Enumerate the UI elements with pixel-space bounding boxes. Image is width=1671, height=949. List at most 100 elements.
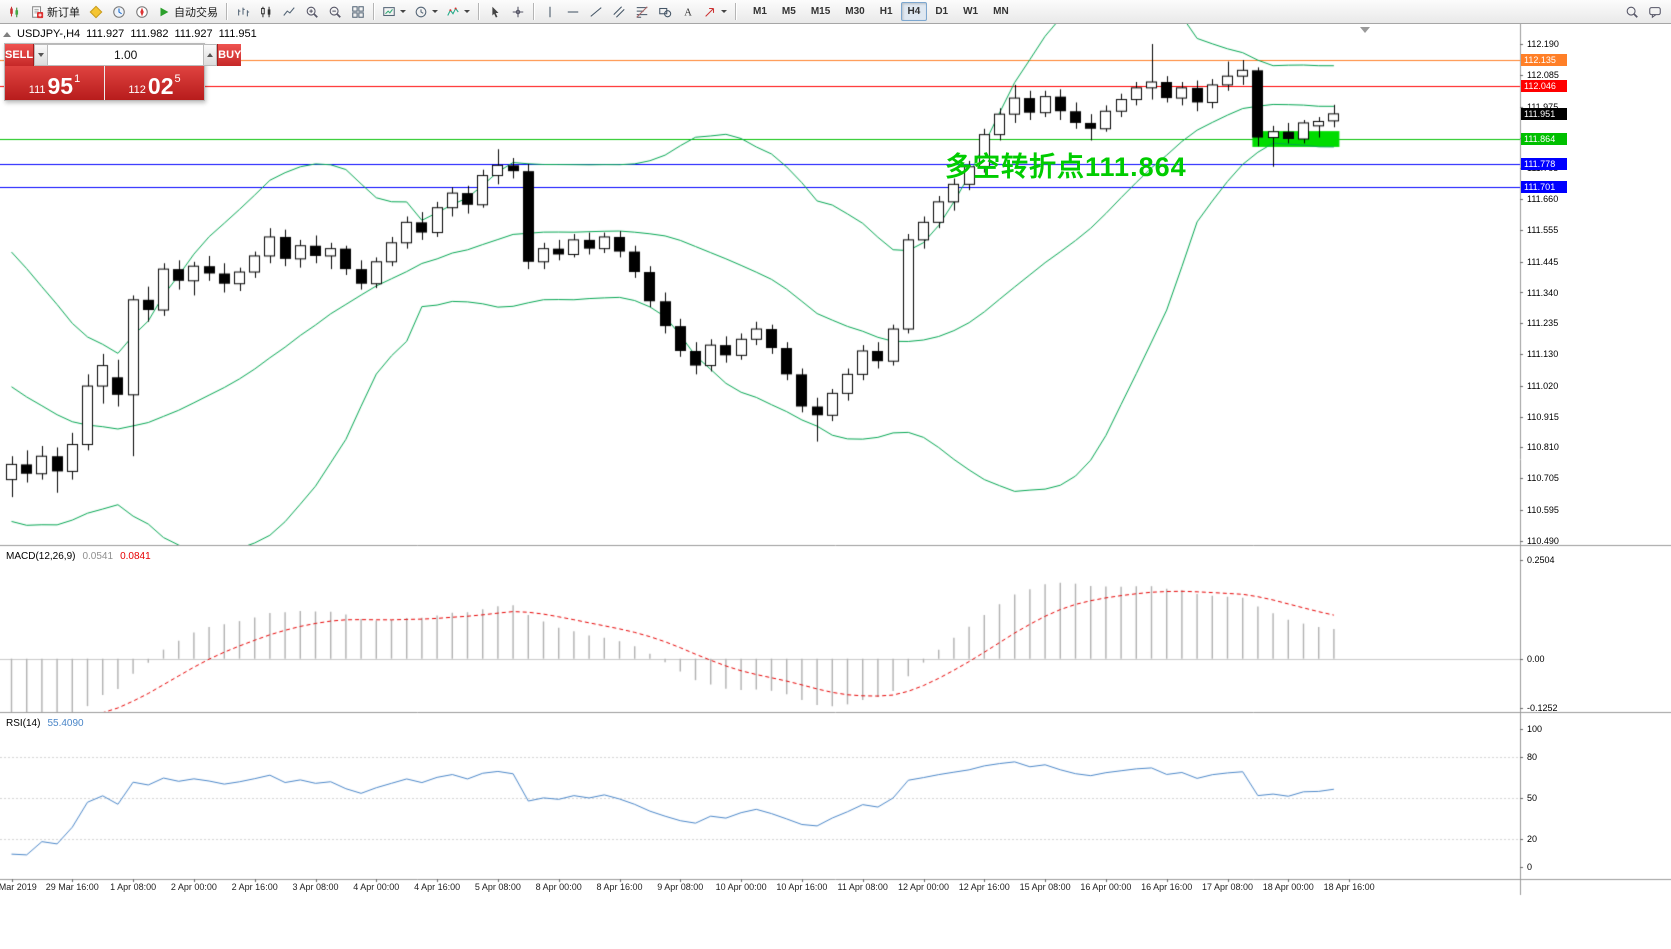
candlestick-mode[interactable] — [254, 1, 277, 22]
price-tick-label: 111.555 — [1527, 224, 1559, 235]
bar-chart-mode[interactable] — [231, 1, 254, 22]
symbol-timeframe-label: USDJPY-,H4 — [17, 28, 81, 40]
vertical-line-tool[interactable] — [538, 1, 561, 22]
time-tick-label: 12 Apr 00:00 — [897, 882, 950, 892]
bid-price-display[interactable]: 111 95 1 — [5, 66, 104, 100]
line-chart-mode[interactable] — [277, 1, 300, 22]
auto-trading[interactable]: 自动交易 — [153, 1, 222, 22]
clock-icon — [414, 5, 428, 19]
rsi-indicator-label: RSI(14) 55.4090 — [6, 718, 84, 729]
time-tick-label: 4 Apr 16:00 — [414, 882, 461, 892]
time-axis[interactable]: 29 Mar 2019 29 Mar 16:00 1 Apr 08:00 2 Apr … — [0, 880, 1520, 895]
tile-windows[interactable] — [346, 1, 369, 22]
trendline-tool[interactable] — [584, 1, 607, 22]
chart-annotation-text: 多空转折点111.864 — [945, 152, 1187, 182]
time-tick-label: 10 Apr 16:00 — [776, 882, 828, 892]
chart-shift-icon[interactable] — [1360, 27, 1370, 33]
time-tick-label: 11 Apr 08:00 — [837, 882, 888, 892]
volume-decrease-button[interactable] — [34, 45, 49, 65]
new-chart[interactable] — [3, 1, 26, 22]
bid-price-pip: 1 — [74, 73, 81, 85]
toolbar-separator — [478, 3, 479, 20]
text-tool[interactable]: A — [676, 1, 699, 22]
price-axis[interactable]: 112.190112.085111.975111.870111.765111.6… — [1520, 24, 1671, 895]
price-level-badge-111.701: 111.701 — [1521, 180, 1567, 193]
timeframe-m30[interactable]: M30 — [838, 2, 871, 21]
price-tick-label: 110.595 — [1527, 505, 1559, 516]
navigator-icon — [135, 5, 149, 19]
ask-price-display[interactable]: 112 02 5 — [105, 66, 204, 100]
ask-price-pip: 5 — [174, 73, 181, 85]
candles-icon — [259, 5, 273, 19]
toolbar-separator — [373, 3, 374, 20]
dropdown-arrow-icon — [464, 10, 470, 13]
new-order[interactable]: 新订单 — [26, 1, 84, 22]
time-tick-label: 4 Apr 00:00 — [353, 882, 400, 892]
ohlc-open: 111.927 — [86, 28, 125, 40]
toolbar-separator — [226, 3, 227, 20]
volume-input[interactable] — [48, 45, 204, 65]
fibonacci-tool[interactable] — [630, 1, 653, 22]
price-tick-label: 110.810 — [1527, 442, 1559, 453]
price-tick-label: 110.705 — [1527, 473, 1559, 484]
shapes-tool[interactable] — [653, 1, 676, 22]
market-watch[interactable] — [107, 1, 130, 22]
price-level-badge-111.778: 111.778 — [1521, 158, 1567, 171]
indicators-menu[interactable] — [442, 1, 474, 22]
one-click-collapse-icon[interactable] — [3, 31, 11, 37]
timeframe-m15[interactable]: M15 — [804, 2, 837, 21]
price-level-badge-111.864: 111.864 — [1521, 133, 1567, 146]
search[interactable] — [1620, 1, 1643, 22]
time-tick-label: 3 Apr 08:00 — [292, 882, 339, 892]
zoomout-icon — [328, 5, 342, 19]
buy-button[interactable]: BUY — [217, 44, 242, 66]
zoom-out[interactable] — [323, 1, 346, 22]
cursor-tool[interactable] — [483, 1, 506, 22]
time-tick-label: 18 Apr 00:00 — [1262, 882, 1314, 892]
metaeditor-icon — [89, 5, 103, 19]
neworder-icon — [30, 5, 44, 19]
time-tick-label: 12 Apr 16:00 — [958, 882, 1010, 892]
bars-icon — [236, 5, 250, 19]
time-tick-label: 8 Apr 00:00 — [535, 882, 582, 892]
timeframe-w1[interactable]: W1 — [956, 2, 985, 21]
linechart-icon — [282, 5, 296, 19]
price-tick-label: 111.660 — [1527, 193, 1559, 204]
price-level-badge-111.951: 111.951 — [1521, 107, 1567, 120]
indicator-icon — [446, 5, 460, 19]
timeframe-m1[interactable]: M1 — [746, 2, 774, 21]
autotrading-icon — [157, 5, 171, 19]
price-tick-label: 111.235 — [1527, 318, 1559, 329]
sell-button[interactable]: SELL — [5, 44, 35, 66]
dropdown-arrow-icon — [721, 10, 727, 13]
periodicity[interactable] — [410, 1, 442, 22]
metaeditor[interactable] — [84, 1, 107, 22]
hline-icon — [566, 5, 580, 19]
horizontal-line-tool[interactable] — [561, 1, 584, 22]
community-chat[interactable] — [1643, 1, 1666, 22]
crosshair-tool[interactable] — [506, 1, 529, 22]
arrows-tool[interactable] — [699, 1, 731, 22]
price-chart-canvas[interactable] — [0, 24, 1671, 949]
auto-arrange[interactable] — [378, 1, 410, 22]
navigator[interactable] — [130, 1, 153, 22]
zoom-in[interactable] — [300, 1, 323, 22]
ask-price-prefix: 112 — [128, 83, 146, 96]
macd-signal-value: 0.0841 — [120, 551, 151, 562]
price-tick-label: 110.915 — [1527, 411, 1559, 422]
timeframe-mn[interactable]: MN — [986, 2, 1016, 21]
time-tick-label: 18 Apr 16:00 — [1323, 882, 1375, 892]
volume-increase-button[interactable] — [203, 45, 218, 65]
timeframe-h1[interactable]: H1 — [873, 2, 900, 21]
price-tick-label: 110.490 — [1527, 536, 1559, 546]
macd-max-label: 0.2504 — [1527, 555, 1555, 565]
volume-control — [34, 44, 218, 66]
one-click-trading-panel: SELL BUY 111 95 1 112 02 5 — [4, 43, 242, 101]
cursor-icon — [488, 5, 502, 19]
timeframe-m5[interactable]: M5 — [775, 2, 803, 21]
timeframe-h4[interactable]: H4 — [900, 2, 928, 21]
arrange-icon — [382, 5, 396, 19]
timeframe-d1[interactable]: D1 — [928, 2, 955, 21]
channel-tool[interactable] — [607, 1, 630, 22]
chart-ohlc-header: USDJPY-,H4 111.927 111.982 111.927 111.9… — [3, 28, 257, 40]
